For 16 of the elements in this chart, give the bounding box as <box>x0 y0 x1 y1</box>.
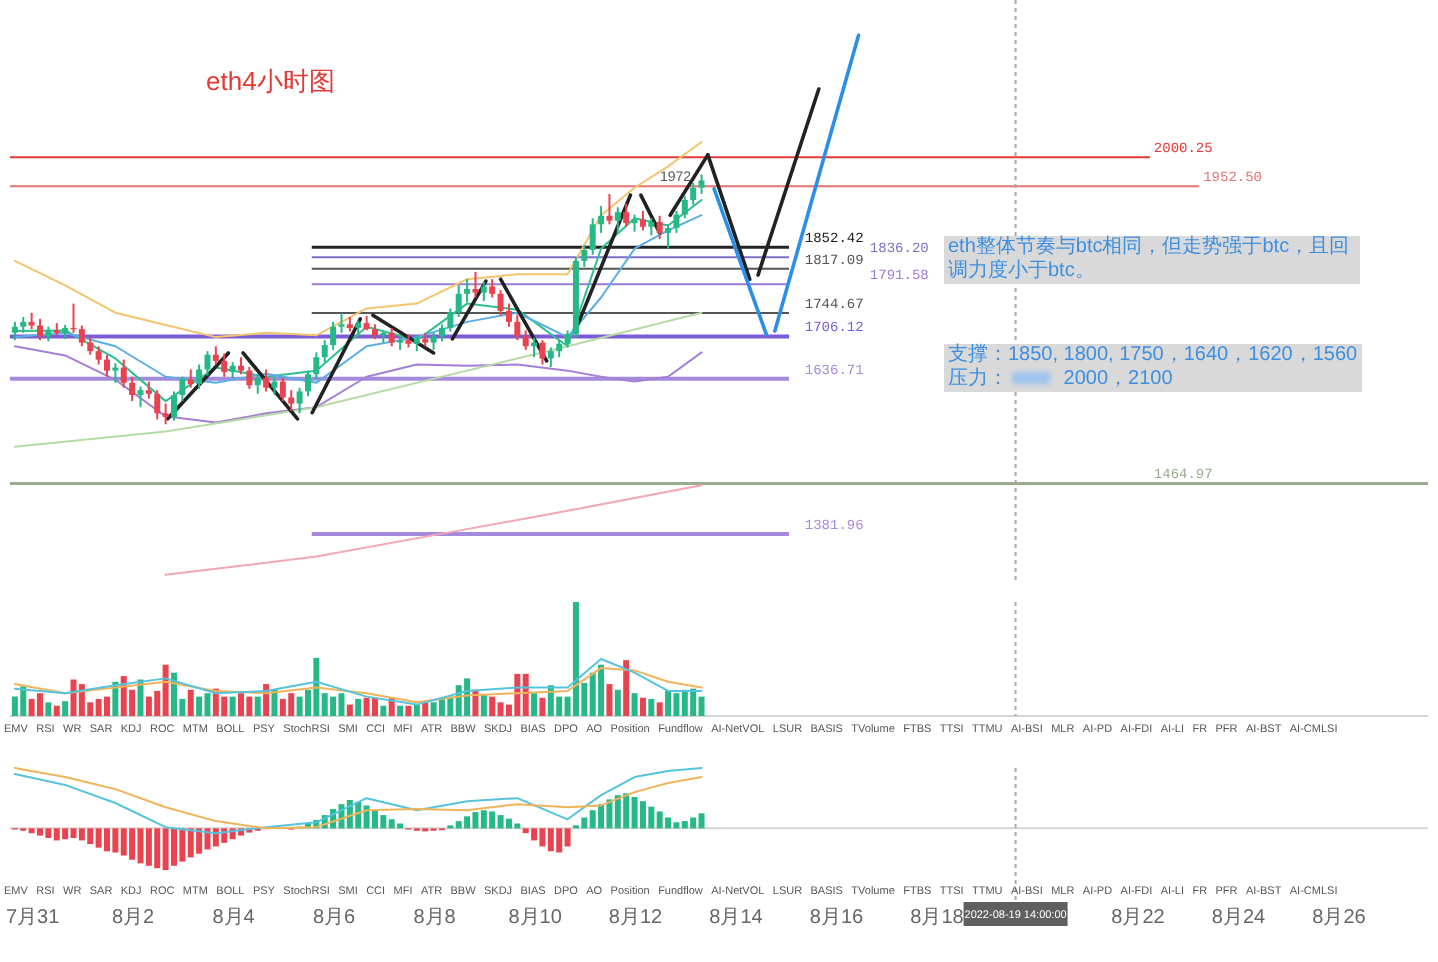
x-tick-label: 8月14 <box>709 907 764 929</box>
text: eth4小时图 <box>206 66 335 96</box>
x-tick-label: 8月8 <box>413 907 457 929</box>
x-tick-label: 7月31 <box>5 907 61 929</box>
x-tick-label: 8月22 <box>1111 907 1166 929</box>
x-tick-label: 8月26 <box>1312 907 1367 929</box>
x-tick-label: 8月18 <box>910 907 965 929</box>
x-tick-label: 8月16 <box>809 907 865 929</box>
x-tick-label: 8月4 <box>212 907 256 929</box>
x-tick-label: 8月24 <box>1211 907 1267 929</box>
x-tick-label: 8月12 <box>608 907 664 929</box>
x-tick-label: 8月10 <box>508 907 563 929</box>
annotation: 支撑：1850, 1800, 1750，1640，1620，1560 压力： 2000，2100 <box>944 344 1362 392</box>
annotation: eth整体节奏与btc相同，但走势强于btc，且回调力度小于btc。 <box>944 236 1360 284</box>
x-tick-label: 8月6 <box>312 907 357 929</box>
x-tick-label: 8月2 <box>112 907 156 929</box>
